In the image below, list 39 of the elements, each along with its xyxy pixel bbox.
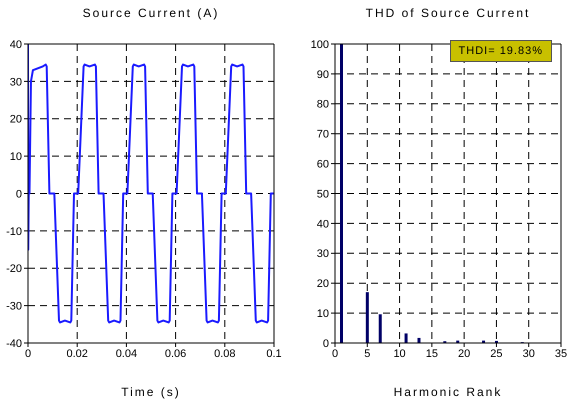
y-tick-label: 40 [10,38,22,51]
y-tick-label: 100 [310,38,329,51]
y-tick-label: 80 [316,98,329,111]
y-tick-label: 0 [16,188,22,200]
y-tick-label: 70 [316,128,329,141]
x-tick-label: 15 [426,348,438,360]
x-tick-label: 0 [24,348,32,360]
y-tick-label: 50 [316,188,329,200]
y-tick-label: 30 [316,248,329,260]
y-tick-label: -30 [6,300,22,313]
x-tick-label: 0.02 [66,348,88,360]
y-tick-label: 60 [316,158,329,171]
chart-title: THD of Source Current [364,6,532,20]
chart-title: Source Current (A) [82,6,220,20]
y-tick-label: -10 [6,226,22,238]
y-tick-label: 90 [316,68,329,81]
x-tick-label: 0 [332,348,338,360]
x-tick-label: 25 [490,348,503,360]
y-tick-label: 20 [10,114,22,126]
x-tick-label: 5 [364,348,370,360]
x-tick-label: 0.1 [266,348,282,360]
y-tick-label: 40 [316,218,329,230]
y-tick-label: 20 [316,278,329,290]
y-tick-label: -40 [6,338,22,350]
x-tick-label: 0.06 [164,348,186,360]
y-tick-label: -20 [6,263,22,276]
y-tick-label: 10 [316,308,329,320]
y-tick-label: 30 [10,76,22,88]
x-axis-title: Time (s) [120,385,182,399]
x-tick-label: 20 [458,348,470,360]
x-tick-label: 0.08 [214,348,236,360]
annotation: THDI= 19.83% [450,40,552,62]
y-tick-label: 0 [322,338,329,350]
x-tick-label: 35 [554,348,568,360]
x-tick-label: 10 [393,348,406,360]
x-axis-title: Harmonic Rank [392,385,504,399]
x-tick-label: 0.04 [116,348,138,360]
y-tick-label: 10 [10,151,22,164]
x-tick-label: 30 [522,348,535,360]
